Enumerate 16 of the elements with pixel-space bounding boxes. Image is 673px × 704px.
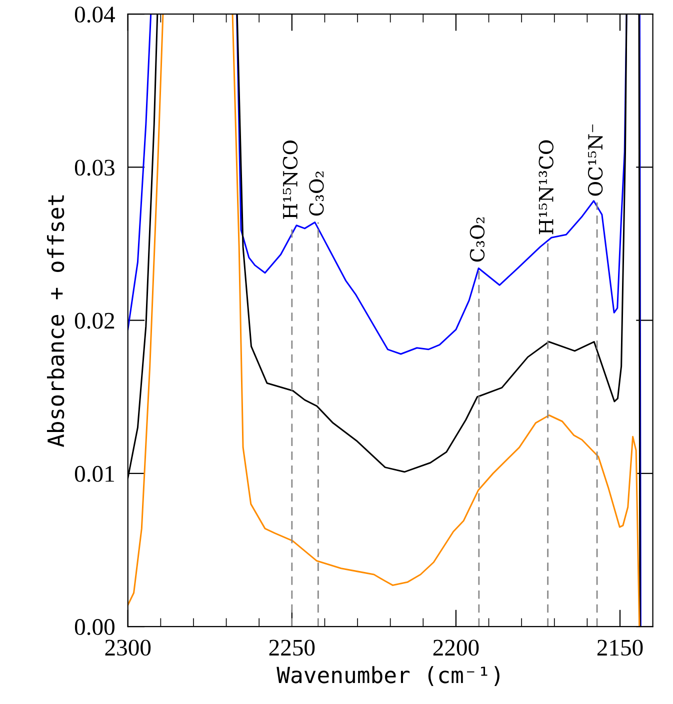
y-tick-label: 0.04 xyxy=(74,6,115,23)
y-tick-label: 0.00 xyxy=(74,619,114,636)
annotation: OC¹⁵N⁻ xyxy=(588,124,603,196)
x-tick-label: 2250 xyxy=(269,640,315,656)
x-tick-label: 2200 xyxy=(433,640,479,656)
y-tick-label: 0.02 xyxy=(74,312,114,329)
annotation: C₃O₂ xyxy=(309,172,324,216)
y-axis-title: Absorbance + offset xyxy=(46,195,64,448)
annotation: H¹⁵N¹³CO xyxy=(538,140,554,234)
annotation: C₃O₂ xyxy=(470,218,485,262)
annotation: H¹⁵NCO xyxy=(282,140,298,219)
x-tick-label: 2300 xyxy=(105,640,151,656)
x-axis-title: Wavenumber (cm⁻¹) xyxy=(276,666,500,686)
y-tick-label: 0.03 xyxy=(74,160,114,176)
x-tick-label: 2150 xyxy=(597,640,643,656)
y-tick-label: 0.01 xyxy=(74,466,114,482)
